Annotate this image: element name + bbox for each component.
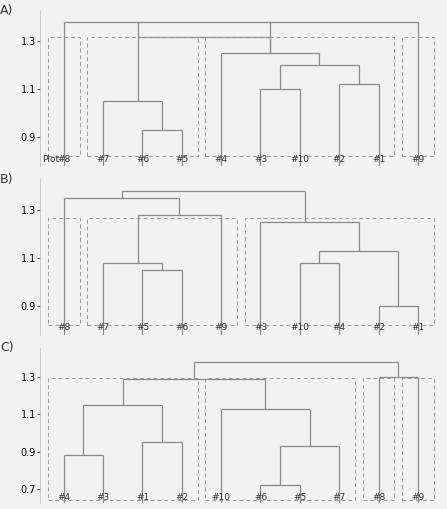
Text: #9: #9 (215, 323, 228, 332)
Text: #9: #9 (411, 155, 425, 163)
Text: #1: #1 (372, 155, 385, 163)
Text: #8: #8 (372, 493, 385, 501)
Text: A): A) (0, 4, 13, 17)
Text: #10: #10 (291, 155, 309, 163)
Text: #6: #6 (136, 155, 149, 163)
Text: #4: #4 (215, 155, 228, 163)
Text: C): C) (0, 342, 14, 354)
Text: #3: #3 (254, 155, 267, 163)
Text: #10: #10 (211, 493, 231, 501)
Text: #8: #8 (57, 323, 71, 332)
Text: #3: #3 (254, 323, 267, 332)
Text: #1: #1 (136, 493, 149, 501)
Text: #5: #5 (175, 155, 189, 163)
Text: Plot: Plot (42, 155, 59, 163)
Text: #6: #6 (175, 323, 189, 332)
Text: #2: #2 (175, 493, 188, 501)
Text: #7: #7 (333, 493, 346, 501)
Text: #4: #4 (57, 493, 70, 501)
Text: #5: #5 (293, 493, 307, 501)
Text: #5: #5 (136, 323, 149, 332)
Text: #7: #7 (97, 155, 110, 163)
Text: #2: #2 (372, 323, 385, 332)
Text: #2: #2 (333, 155, 346, 163)
Text: B): B) (0, 173, 13, 186)
Text: #8: #8 (57, 155, 71, 163)
Text: #3: #3 (97, 493, 110, 501)
Text: #4: #4 (333, 323, 346, 332)
Text: #10: #10 (291, 323, 309, 332)
Text: #9: #9 (411, 493, 425, 501)
Text: #1: #1 (411, 323, 425, 332)
Text: #6: #6 (254, 493, 267, 501)
Text: #7: #7 (97, 323, 110, 332)
